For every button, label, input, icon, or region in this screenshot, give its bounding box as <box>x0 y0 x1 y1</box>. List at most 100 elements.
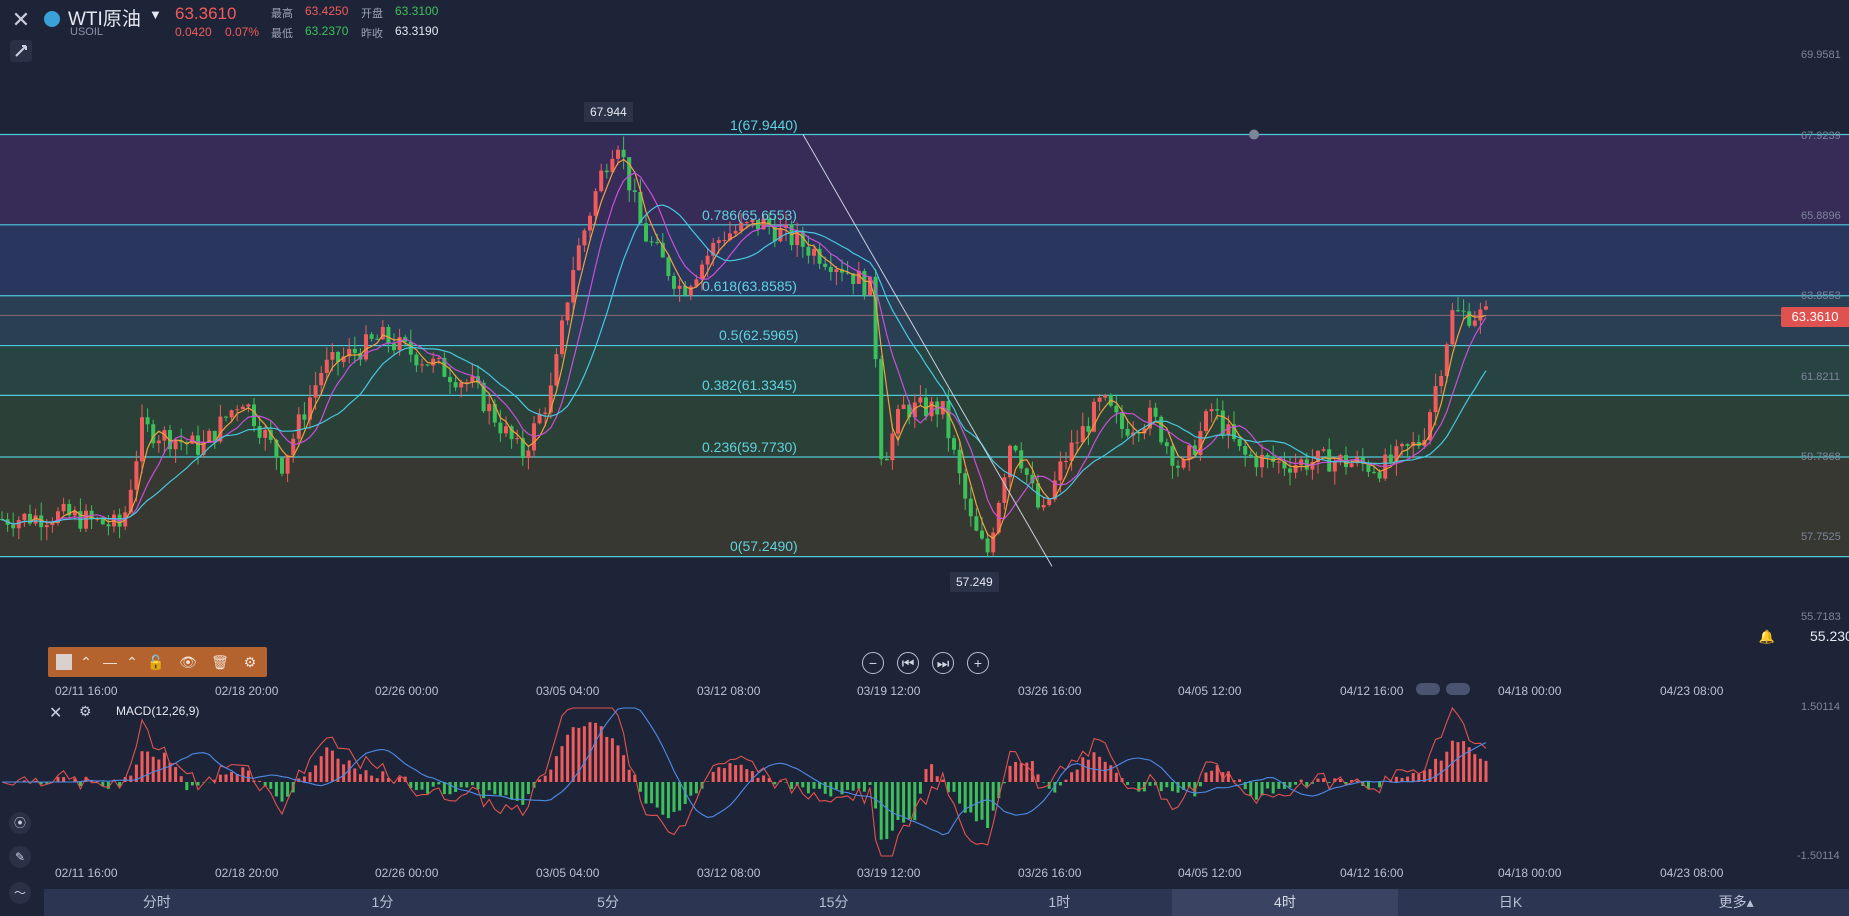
candle-body <box>1092 401 1096 432</box>
scroll-handle[interactable] <box>1446 683 1470 695</box>
pin-icon[interactable] <box>10 40 32 62</box>
candle-body <box>156 440 161 444</box>
lock-icon[interactable]: 🔓 <box>147 654 165 670</box>
candle-body <box>207 430 212 443</box>
symbol-name[interactable]: WTI原油 <box>68 9 141 30</box>
macd-bar <box>1456 742 1460 782</box>
close-icon[interactable]: ✕ <box>49 705 63 722</box>
gear-icon[interactable]: ⚙ <box>79 703 92 719</box>
date-label-macd: 02/11 16:00 <box>55 866 118 880</box>
candle-body <box>1254 455 1259 468</box>
trash-icon[interactable]: 🗑 <box>211 654 229 670</box>
candle-body <box>576 245 581 271</box>
macd-bar <box>263 782 267 787</box>
fib-label-0786: 0.786(65.6553) <box>702 207 797 223</box>
macd-bar <box>442 782 446 795</box>
macd-bar <box>1210 770 1214 782</box>
macd-bar <box>118 782 122 787</box>
candle-body <box>677 285 682 289</box>
jump-start-button[interactable]: ⏮ <box>897 652 919 674</box>
tab-7[interactable]: 更多▴ <box>1718 894 1754 910</box>
tab-1[interactable]: 1分 <box>371 894 394 910</box>
candle-body <box>974 516 979 531</box>
indicator-icon[interactable]: ⦿ <box>9 812 31 834</box>
close-icon[interactable]: ✕ <box>11 7 31 32</box>
tab-0[interactable]: 分时 <box>142 894 171 910</box>
macd-bar <box>78 782 82 787</box>
candle-body <box>1377 472 1382 479</box>
zoom-in-button[interactable]: + <box>967 652 989 674</box>
macd-bar <box>235 774 239 782</box>
macd-bar <box>431 782 435 787</box>
macd-bar <box>1450 740 1454 782</box>
zoom-out-button[interactable]: − <box>862 652 884 674</box>
candle-body <box>1187 445 1192 460</box>
eye-icon[interactable]: 👁 <box>179 654 197 670</box>
tab-3[interactable]: 15分 <box>818 894 849 910</box>
macd-bar <box>874 782 878 809</box>
macd-bar <box>1148 782 1152 786</box>
macd-bar <box>230 771 234 782</box>
price-axis-label: 57.7525 <box>1801 531 1841 543</box>
date-label-macd: 04/23 08:00 <box>1660 866 1724 880</box>
date-label-main: 04/05 12:00 <box>1178 684 1242 698</box>
candle-body <box>985 538 990 553</box>
macd-bar <box>1103 761 1107 782</box>
candle-body <box>151 424 156 444</box>
tab-5[interactable]: 4时 <box>1172 889 1398 916</box>
macd-bar <box>1400 777 1404 782</box>
macd-bar <box>526 782 530 794</box>
macd-bar <box>302 776 306 782</box>
candle-body <box>425 364 430 366</box>
candle-body <box>588 215 592 231</box>
candle-body <box>1103 395 1108 398</box>
fib-label-0: 0(57.2490) <box>730 538 798 554</box>
macd-bar <box>325 747 329 782</box>
macd-bar <box>739 764 743 782</box>
line-chart-icon[interactable]: 〜 <box>9 882 31 904</box>
candle-body <box>319 372 324 386</box>
pencil-icon[interactable]: ✎ <box>9 846 31 868</box>
macd-bar <box>465 782 469 788</box>
alert-price-value[interactable]: 55.2307 <box>1810 628 1849 644</box>
candle-body <box>1058 461 1063 481</box>
candle-body <box>856 270 861 284</box>
candle-body <box>554 354 559 386</box>
tab-6[interactable]: 日K <box>1498 894 1523 910</box>
color-swatch-icon[interactable] <box>54 652 74 672</box>
ma-line-mid <box>1 172 1487 525</box>
candle-body <box>1265 454 1270 457</box>
macd-bar <box>1478 758 1482 782</box>
macd-bar <box>650 782 654 804</box>
candle-body <box>235 409 240 411</box>
chevron-up-icon[interactable]: ⌃ <box>126 654 138 670</box>
candle-body <box>655 242 660 244</box>
candle-body <box>257 426 262 438</box>
date-label-main: 04/18 00:00 <box>1498 684 1562 698</box>
tab-2[interactable]: 5分 <box>597 894 619 910</box>
candle-body <box>1293 465 1298 473</box>
bell-icon[interactable]: 🔔 <box>1758 629 1776 644</box>
jump-end-button[interactable]: ⏭ <box>932 652 954 674</box>
candle-body <box>100 518 105 525</box>
line-style-icon[interactable]: — <box>103 654 117 670</box>
caret-down-icon[interactable]: ▼ <box>149 7 162 22</box>
chevron-up-icon[interactable]: ⌃ <box>80 654 92 670</box>
price-axis-label: 55.7183 <box>1801 611 1841 623</box>
candle-body <box>1198 431 1203 455</box>
candle-body <box>767 218 772 227</box>
tab-4[interactable]: 1时 <box>1048 894 1071 910</box>
macd-bar <box>241 767 245 782</box>
price-axis-label: 63.8553 <box>1801 290 1841 302</box>
candle-body <box>509 426 514 440</box>
scroll-handle[interactable] <box>1416 683 1440 695</box>
settings-icon[interactable]: ⚙ <box>243 654 257 670</box>
macd-bar <box>1187 782 1191 788</box>
macd-bar <box>661 782 665 815</box>
drawing-toolbar: ⌃ — ⌃ 🔓 👁 🗑 ⚙ <box>48 647 267 677</box>
macd-bar <box>997 782 1001 799</box>
candle-body <box>140 417 144 462</box>
macd-bar <box>1092 752 1096 782</box>
candle-body <box>963 473 968 499</box>
